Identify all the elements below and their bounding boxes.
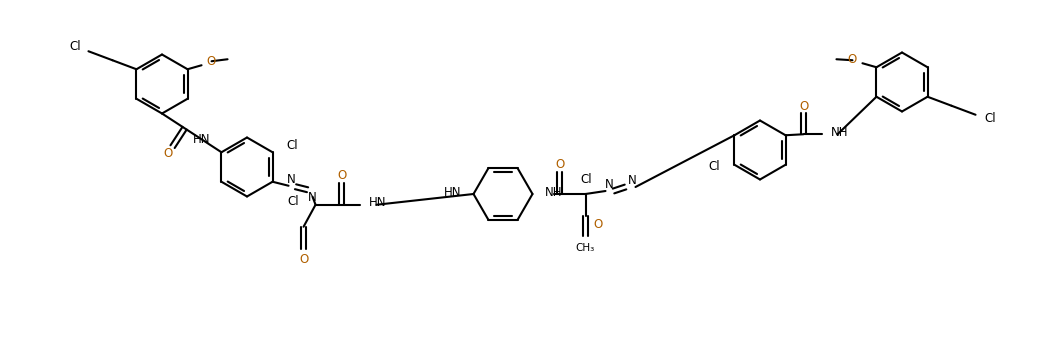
Text: Cl: Cl (287, 195, 299, 208)
Text: Cl: Cl (984, 112, 996, 125)
Text: Cl: Cl (709, 160, 720, 173)
Text: O: O (164, 147, 172, 160)
Text: O: O (847, 53, 857, 66)
Text: N: N (309, 191, 317, 204)
Text: NH: NH (831, 126, 848, 139)
Text: Cl: Cl (286, 139, 298, 152)
Text: O: O (594, 218, 603, 231)
Text: HN: HN (193, 133, 211, 146)
Text: O: O (799, 100, 809, 113)
Text: CH₃: CH₃ (576, 243, 595, 253)
Text: N: N (287, 173, 296, 186)
Text: HN: HN (368, 196, 386, 209)
Text: Cl: Cl (70, 40, 82, 53)
Text: NH: NH (545, 185, 562, 198)
Text: N: N (605, 177, 614, 190)
Text: O: O (337, 169, 346, 182)
Text: O: O (206, 55, 216, 68)
Text: O: O (554, 159, 564, 172)
Text: O: O (299, 253, 309, 266)
Text: HN: HN (444, 185, 462, 198)
Text: N: N (628, 173, 637, 186)
Text: Cl: Cl (581, 173, 593, 185)
